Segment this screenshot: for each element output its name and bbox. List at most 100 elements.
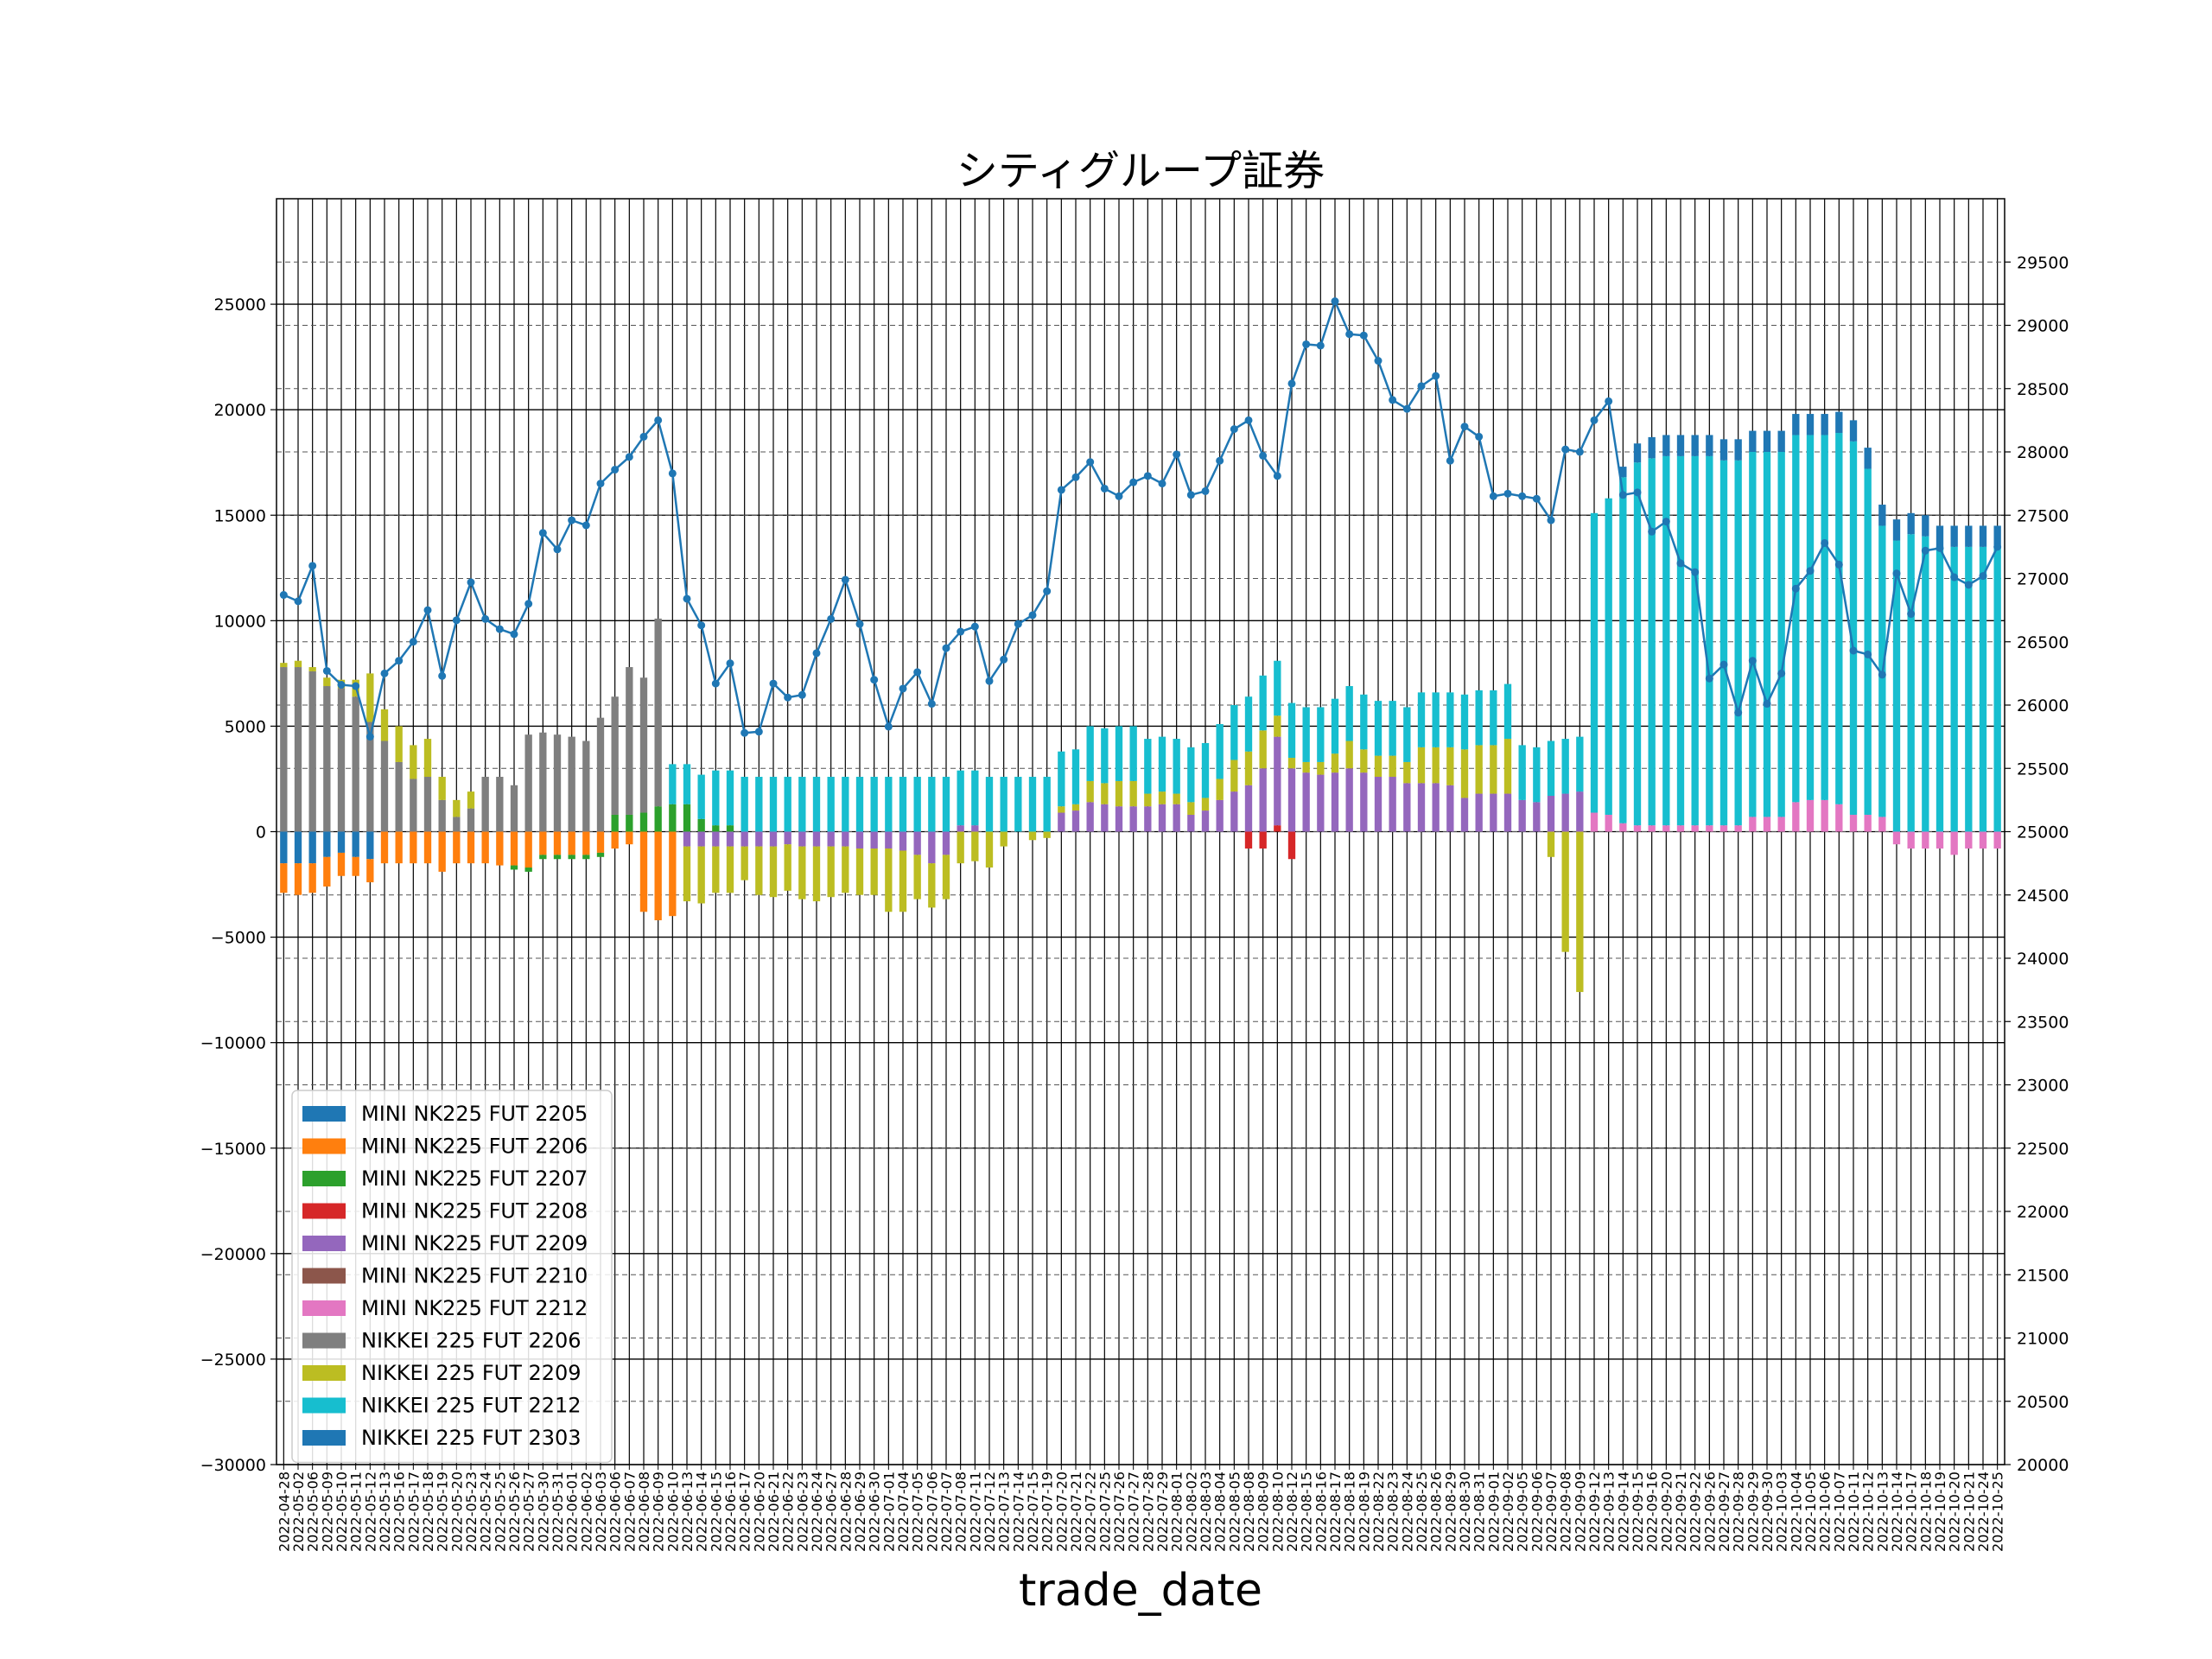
bar-segment bbox=[323, 686, 331, 832]
bar-segment bbox=[1403, 707, 1411, 762]
bar-segment bbox=[1446, 785, 1454, 832]
y-tick-label: 0 bbox=[256, 823, 266, 842]
bar-segment bbox=[280, 663, 288, 668]
bar-segment bbox=[1950, 546, 1958, 832]
bar-segment bbox=[957, 831, 964, 864]
legend-box bbox=[291, 1090, 613, 1464]
x-tick-label: 2022-06-09 bbox=[651, 1471, 667, 1552]
x-tick-label: 2022-08-18 bbox=[1342, 1471, 1358, 1552]
price-point bbox=[510, 630, 518, 639]
y2-tick-label: 26500 bbox=[2017, 633, 2069, 652]
x-tick-label: 2022-09-13 bbox=[1601, 1471, 1618, 1552]
bar-segment bbox=[842, 846, 849, 893]
bar-segment bbox=[1144, 806, 1152, 832]
bar-segment bbox=[1058, 812, 1065, 832]
bar-segment bbox=[1259, 831, 1267, 849]
bar-segment bbox=[510, 831, 518, 866]
x-tick-label: 2022-08-01 bbox=[1169, 1471, 1185, 1552]
x-tick-label: 2022-09-15 bbox=[1630, 1471, 1646, 1552]
bar-segment bbox=[395, 761, 403, 832]
bar-segment bbox=[380, 741, 389, 832]
bar-segment bbox=[611, 831, 619, 849]
x-tick-label: 2022-06-10 bbox=[664, 1471, 681, 1552]
bar-segment bbox=[1547, 741, 1555, 796]
bar-segment bbox=[1101, 728, 1109, 784]
bar-segment bbox=[438, 777, 446, 800]
y-tick-label: −30000 bbox=[200, 1456, 266, 1475]
bar-segment bbox=[1086, 780, 1094, 803]
price-point bbox=[827, 614, 836, 623]
bar-segment bbox=[827, 831, 835, 847]
bar-segment bbox=[726, 831, 734, 847]
bar-segment bbox=[1676, 825, 1685, 832]
bar-segment bbox=[1892, 831, 1901, 845]
price-point bbox=[1273, 472, 1281, 480]
price-point bbox=[1071, 473, 1080, 481]
bar-segment bbox=[1590, 512, 1599, 813]
bar-segment bbox=[769, 846, 778, 898]
price-point bbox=[841, 575, 849, 584]
bar-segment bbox=[1806, 435, 1815, 800]
price-point bbox=[1259, 451, 1268, 460]
price-point bbox=[1936, 543, 1944, 552]
bar-segment bbox=[1864, 448, 1872, 469]
x-tick-label: 2022-10-04 bbox=[1788, 1471, 1804, 1552]
bar-segment bbox=[1115, 780, 1123, 807]
bar-segment bbox=[337, 831, 346, 853]
bar-segment bbox=[1201, 742, 1210, 798]
bar-segment bbox=[294, 660, 302, 668]
bar-segment bbox=[726, 770, 734, 826]
bar-segment bbox=[1244, 696, 1253, 752]
price-point bbox=[1158, 480, 1166, 488]
bar-segment bbox=[1706, 435, 1713, 456]
bar-segment bbox=[423, 777, 432, 832]
price-point bbox=[467, 578, 475, 587]
bar-segment bbox=[1590, 812, 1599, 832]
bar-segment bbox=[1331, 772, 1339, 832]
x-tick-label: 2022-09-22 bbox=[1688, 1471, 1704, 1552]
price-point bbox=[1806, 567, 1815, 575]
bar-segment bbox=[1101, 783, 1109, 804]
bar-segment bbox=[1503, 793, 1512, 832]
bar-segment bbox=[1605, 814, 1612, 832]
bar-segment bbox=[654, 806, 662, 832]
price-point bbox=[524, 600, 533, 608]
bar-segment bbox=[1432, 692, 1440, 747]
price-point bbox=[1446, 456, 1454, 465]
x-tick-label: 2022-09-09 bbox=[1572, 1471, 1588, 1552]
legend-swatch bbox=[302, 1397, 346, 1414]
bar-segment bbox=[827, 846, 835, 898]
bar-segment bbox=[885, 777, 893, 832]
bar-segment bbox=[1244, 785, 1253, 832]
price-point bbox=[1402, 404, 1411, 413]
x-tick-label: 2022-09-30 bbox=[1759, 1471, 1776, 1552]
legend-swatch bbox=[302, 1268, 346, 1284]
price-point bbox=[942, 644, 950, 652]
bar-segment bbox=[1058, 751, 1065, 807]
bar-segment bbox=[1503, 739, 1512, 794]
bar-segment bbox=[410, 831, 417, 864]
x-tick-label: 2022-07-14 bbox=[1010, 1471, 1027, 1552]
price-point bbox=[1979, 572, 1987, 581]
bar-segment bbox=[1028, 777, 1037, 832]
bar-segment bbox=[1979, 525, 1987, 547]
bar-segment bbox=[1503, 683, 1512, 740]
price-point bbox=[1316, 341, 1325, 350]
price-point bbox=[1878, 671, 1886, 679]
price-point bbox=[985, 677, 994, 685]
bar-segment bbox=[1360, 749, 1368, 773]
x-tick-label: 2022-08-30 bbox=[1457, 1471, 1473, 1552]
y2-tick-label: 27000 bbox=[2017, 570, 2069, 589]
price-point bbox=[1230, 425, 1238, 434]
price-point bbox=[754, 728, 763, 736]
x-tick-label: 2022-09-20 bbox=[1658, 1471, 1675, 1552]
bar-segment bbox=[308, 831, 316, 864]
x-tick-label: 2022-10-11 bbox=[1846, 1471, 1862, 1552]
bar-segment bbox=[366, 831, 374, 860]
bar-segment bbox=[654, 831, 662, 921]
bar-segment bbox=[697, 818, 705, 832]
x-tick-label: 2022-06-03 bbox=[593, 1471, 609, 1552]
price-point bbox=[1503, 489, 1512, 498]
price-point bbox=[1287, 379, 1296, 388]
bar-segment bbox=[596, 852, 605, 857]
